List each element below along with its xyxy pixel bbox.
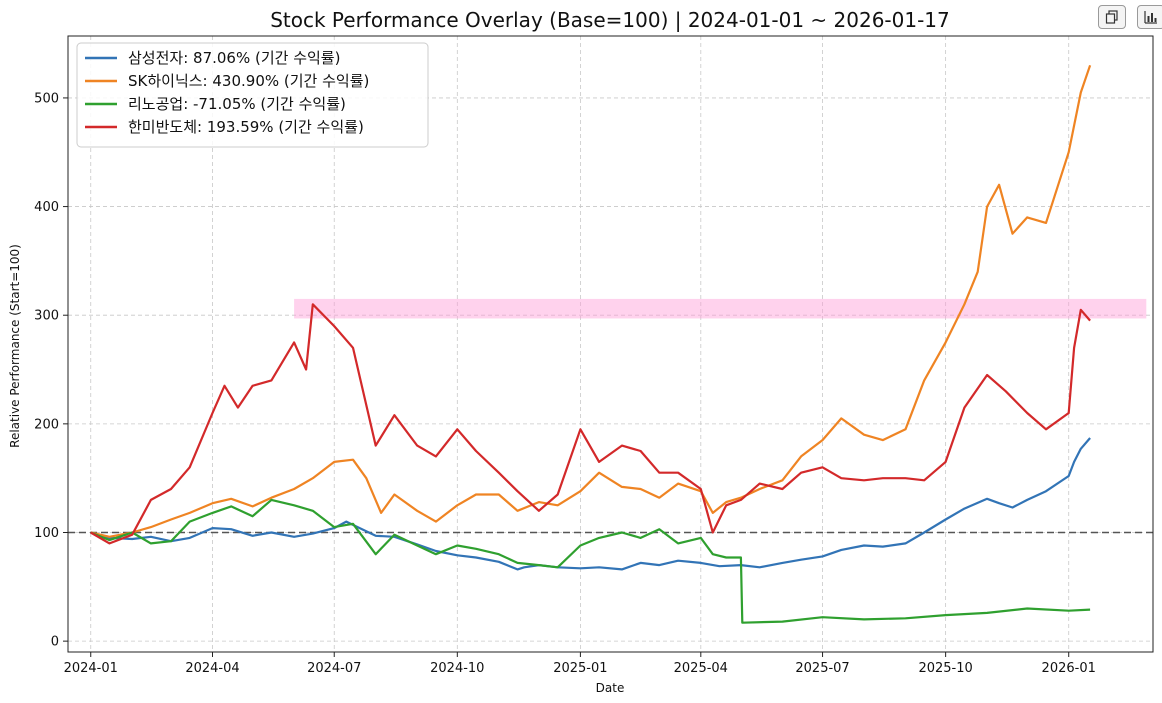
legend: 삼성전자: 87.06% (기간 수익률) SK하이닉스: 430.90% (기간…: [76, 42, 429, 148]
series-line-4: [90, 303, 1091, 545]
chart-title: Stock Performance Overlay (Base=100) | 2…: [270, 8, 950, 32]
legend-entry: 리노공업: -71.05% (기간 수익률): [128, 95, 346, 113]
y-tick-label: 100: [34, 526, 59, 541]
y-tick-label: 500: [34, 91, 59, 106]
copy-button[interactable]: [1098, 5, 1126, 29]
bar-chart-button[interactable]: [1137, 5, 1162, 29]
series-lines: [90, 64, 1092, 624]
x-tick-label: 2025-07: [795, 661, 849, 676]
y-tick-label: 200: [34, 417, 59, 432]
legend-box: [76, 42, 429, 148]
x-tick-label: 2024-01: [64, 661, 118, 676]
x-tick-label: 2024-04: [185, 661, 239, 676]
legend-entry: 한미반도체: 193.59% (기간 수익률): [128, 118, 364, 136]
y-tick-label: 300: [34, 309, 59, 324]
legend-entry: 삼성전자: 87.06% (기간 수익률): [128, 49, 340, 67]
series-line-2: [90, 64, 1092, 538]
x-tick-label: 2025-10: [918, 661, 972, 676]
bar-chart-icon: [1144, 11, 1157, 24]
grid: [68, 36, 1153, 652]
x-axis-label: Date: [596, 681, 625, 695]
series-line-3: [90, 498, 1091, 624]
x-tick-label: 2024-10: [430, 661, 484, 676]
x-tick-label: 2025-04: [674, 661, 728, 676]
x-tick-label: 2025-01: [553, 661, 607, 676]
series-line-1: [90, 437, 1091, 571]
x-tick-label: 2024-07: [307, 661, 361, 676]
plot-frame: [67, 35, 1154, 653]
copy-icon: [1105, 10, 1118, 24]
x-tick-label: 2026-01: [1042, 661, 1096, 676]
y-tick-label: 400: [34, 200, 59, 215]
y-tick-label: 0: [51, 635, 59, 650]
highlight-band: [294, 298, 1147, 319]
y-axis-label: Relative Performance (Start=100): [8, 244, 22, 448]
axis-ticks: 2024-01 2024-04 2024-07 2024-10 2025-01 2025-…: [34, 91, 1096, 676]
legend-entry: SK하이닉스: 430.90% (기간 수익률): [128, 72, 369, 90]
